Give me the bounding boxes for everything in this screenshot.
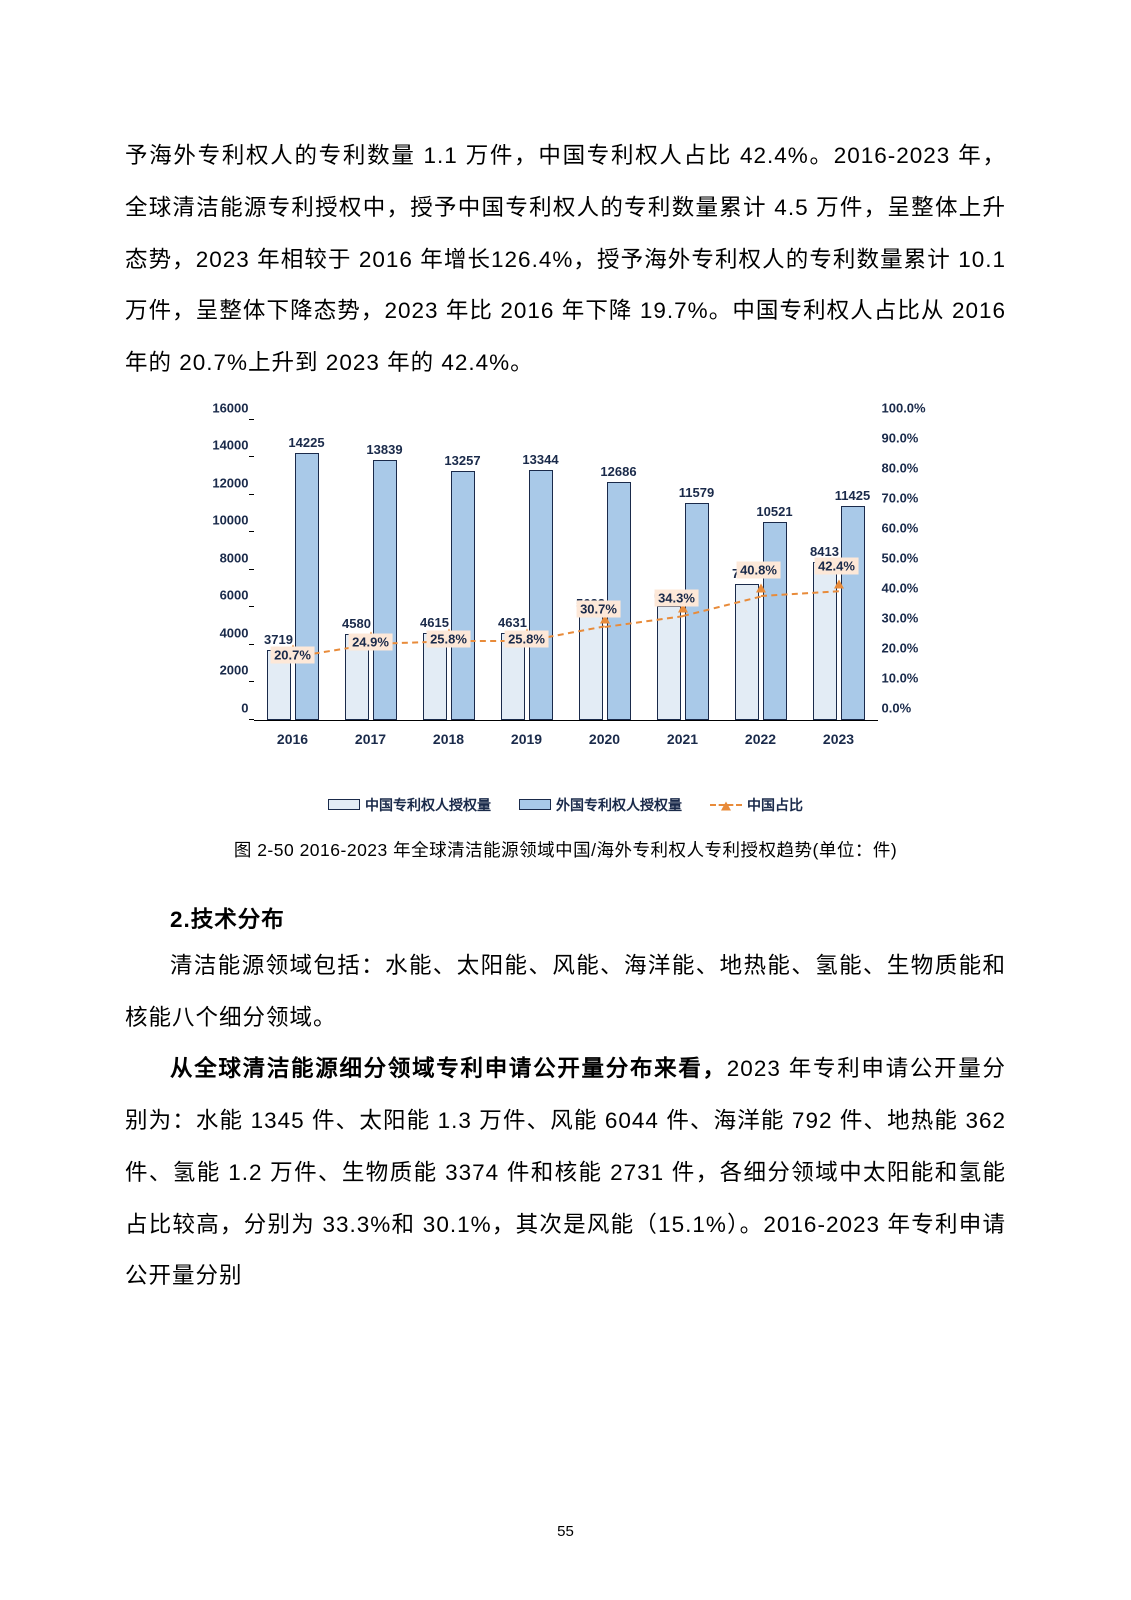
y-left-tick: 14000 xyxy=(204,439,249,452)
y-right-tick: 40.0% xyxy=(882,581,936,594)
y-right-tick: 0.0% xyxy=(882,701,936,714)
y-right-axis: 0.0% 10.0% 20.0% 30.0% 40.0% 50.0% 60.0% 70.0% 8… xyxy=(882,421,936,721)
bar-fr-value: 13839 xyxy=(355,443,415,456)
x-axis-label: 2017 xyxy=(355,731,386,747)
body-paragraph-3: 从全球清洁能源细分领域专利申请公开量分布来看，2023 年专利申请公开量分别为：… xyxy=(125,1043,1006,1302)
legend-label-fr: 外国专利权人授权量 xyxy=(556,795,682,815)
chart-legend: 中国专利权人授权量 外国专利权人授权量 中国占比 xyxy=(196,795,936,815)
y-right-tick: 70.0% xyxy=(882,491,936,504)
bar-fr-value: 14225 xyxy=(277,436,337,449)
legend-swatch-cn xyxy=(328,799,360,810)
y-right-tick: 30.0% xyxy=(882,611,936,624)
pct-value-label: 42.4% xyxy=(814,557,859,574)
figure-caption: 图 2-50 2016-2023 年全球清洁能源领域中国/海外专利权人专利授权趋… xyxy=(125,837,1006,862)
bar-fr-value: 13257 xyxy=(433,454,493,467)
bar-fr xyxy=(763,522,787,719)
bar-fr xyxy=(841,506,865,720)
y-left-tick: 16000 xyxy=(204,401,249,414)
pct-marker xyxy=(834,579,844,588)
y-right-tick: 60.0% xyxy=(882,521,936,534)
legend-label-cn: 中国专利权人授权量 xyxy=(365,795,491,815)
x-axis-label: 2022 xyxy=(745,731,776,747)
bar-cn xyxy=(657,606,681,719)
y-left-tick: 2000 xyxy=(204,664,249,677)
y-right-tick: 100.0% xyxy=(882,401,936,414)
y-left-tick: 12000 xyxy=(204,476,249,489)
bar-fr xyxy=(373,460,397,719)
legend-label-line: 中国占比 xyxy=(747,795,803,815)
bold-run: 从全球清洁能源细分领域专利申请公开量分布来看， xyxy=(170,1056,727,1081)
y-left-tick: 8000 xyxy=(204,551,249,564)
y-right-tick: 50.0% xyxy=(882,551,936,564)
y-right-tick: 80.0% xyxy=(882,461,936,474)
bar-fr-value: 11579 xyxy=(667,486,727,499)
bar-fr xyxy=(295,453,319,720)
pct-value-label: 30.7% xyxy=(576,600,621,617)
x-axis-label: 2021 xyxy=(667,731,698,747)
bar-fr-value: 11425 xyxy=(823,489,883,502)
x-axis-label: 2018 xyxy=(433,731,464,747)
legend-item-line: 中国占比 xyxy=(710,795,803,815)
bar-cn xyxy=(735,584,759,720)
body-paragraph-2: 清洁能源领域包括：水能、太阳能、风能、海洋能、地热能、氢能、生物质能和核能八个细… xyxy=(125,940,1006,1044)
bar-fr xyxy=(451,471,475,720)
bar-fr-value: 13344 xyxy=(511,453,571,466)
page-number: 55 xyxy=(0,1523,1131,1540)
x-axis-label: 2019 xyxy=(511,731,542,747)
pct-value-label: 24.9% xyxy=(348,634,393,651)
x-axis-label: 2023 xyxy=(823,731,854,747)
legend-item-fr: 外国专利权人授权量 xyxy=(519,795,682,815)
legend-swatch-fr xyxy=(519,799,551,810)
pct-marker xyxy=(756,584,766,593)
legend-item-cn: 中国专利权人授权量 xyxy=(328,795,491,815)
chart-figure: 0200040006000800010000120001400016000 0.… xyxy=(196,421,936,815)
y-left-axis: 0200040006000800010000120001400016000 xyxy=(204,421,249,721)
y-left-tick: 0 xyxy=(204,701,249,714)
pct-value-label: 25.8% xyxy=(504,631,549,648)
y-right-tick: 10.0% xyxy=(882,671,936,684)
y-right-tick: 20.0% xyxy=(882,641,936,654)
paragraph-3-rest: 2023 年专利申请公开量分别为：水能 1345 件、太阳能 1.3 万件、风能… xyxy=(125,1056,1006,1288)
bar-fr-value: 10521 xyxy=(745,505,805,518)
section-heading: 2.技术分布 xyxy=(125,902,1006,934)
body-paragraph-1: 予海外专利权人的专利数量 1.1 万件，中国专利权人占比 42.4%。2016-… xyxy=(125,130,1006,389)
x-axis-label: 2016 xyxy=(277,731,308,747)
legend-swatch-line xyxy=(710,804,742,806)
y-left-tick: 4000 xyxy=(204,626,249,639)
y-right-tick: 90.0% xyxy=(882,431,936,444)
pct-value-label: 34.3% xyxy=(654,589,699,606)
y-left-tick: 10000 xyxy=(204,514,249,527)
y-left-tick: 6000 xyxy=(204,589,249,602)
pct-value-label: 40.8% xyxy=(736,562,781,579)
x-axis-label: 2020 xyxy=(589,731,620,747)
bar-fr-value: 12686 xyxy=(589,465,649,478)
pct-value-label: 25.8% xyxy=(426,631,471,648)
pct-value-label: 20.7% xyxy=(270,646,315,663)
bar-fr xyxy=(529,470,553,720)
plot-area: 3719142254580138394615132574631133445622… xyxy=(254,421,878,721)
